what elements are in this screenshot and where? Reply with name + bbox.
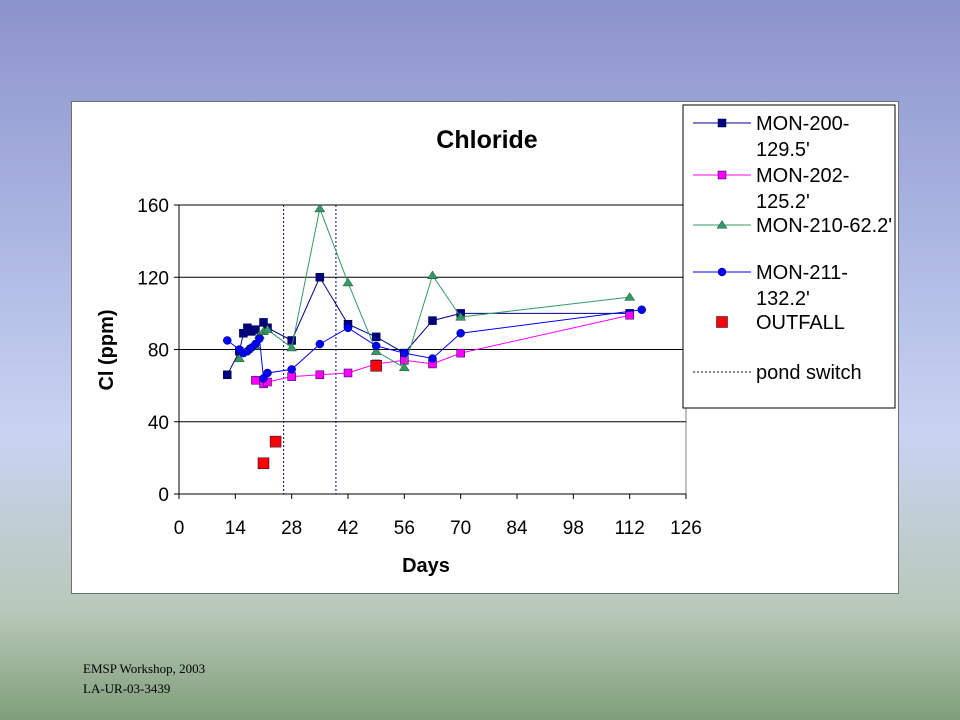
series-4-point (428, 354, 437, 363)
series-2-point (343, 368, 353, 378)
x-tick-label: 56 (394, 518, 415, 539)
x-tick-label: 42 (337, 518, 358, 539)
legend-label: 129.5' (756, 139, 810, 161)
x-tick-label: 70 (450, 518, 471, 539)
series-3-point (286, 342, 298, 352)
series-3-point (427, 270, 438, 279)
series-2-point (287, 372, 296, 381)
series-5-point (269, 435, 282, 448)
y-axis-title: Cl (ppm) (96, 309, 118, 390)
series-3-point (398, 362, 410, 372)
x-tick-label: 84 (506, 518, 528, 539)
series-3-point (370, 346, 382, 355)
legend-label: MON-211- (756, 262, 848, 284)
series-1-point (251, 325, 260, 334)
legend-marker (717, 170, 727, 180)
x-tick-label: 28 (281, 518, 302, 539)
legend-label: 132.2' (756, 288, 810, 310)
legend-label: MON-200- (756, 113, 849, 135)
x-axis-title: Days (402, 555, 450, 577)
series-3-point (624, 292, 636, 301)
series-1-point (223, 370, 232, 380)
legend-marker (717, 267, 727, 277)
series-3-point (262, 324, 273, 334)
legend-label: MON-202- (756, 165, 849, 187)
series-4-point (263, 368, 272, 378)
series-3-line (239, 206, 630, 369)
series-4-point (343, 323, 353, 333)
series-5-point (257, 457, 270, 470)
series-4-point (223, 336, 232, 345)
legend-marker (716, 220, 728, 229)
series-3-point (342, 277, 354, 287)
series-3-point (314, 203, 326, 213)
legend-label: OUTFALL (756, 312, 845, 334)
x-tick-label: 14 (225, 518, 247, 539)
y-tick-label: 40 (148, 413, 169, 434)
series-4-point (456, 328, 465, 338)
y-tick-label: 160 (137, 196, 169, 217)
series-4-point (371, 341, 381, 351)
series-4-point (255, 334, 264, 343)
chart-panel: 0 40 80 120 160 0 14 28 42 56 70 84 98 112 126 Chloride… (71, 101, 899, 594)
series-2-point (625, 310, 634, 320)
series-1-point (371, 332, 381, 342)
y-tick-label: 0 (158, 485, 169, 506)
chart-title: Chloride (436, 126, 537, 154)
legend-marker (717, 118, 727, 128)
series-1-point (315, 273, 325, 282)
chloride-chart: 0 40 80 120 160 0 14 28 42 56 70 84 98 112 126 Chloride… (96, 104, 896, 577)
series-4-point (400, 348, 409, 358)
legend-marker (716, 316, 728, 328)
series-5-point (370, 360, 382, 372)
series-2-point (456, 348, 465, 358)
series-1-point (428, 316, 437, 325)
series-4-point (637, 305, 646, 315)
x-tick-label: 126 (670, 518, 702, 539)
series-2-point (315, 370, 325, 380)
series-4-point (315, 339, 325, 349)
footer-workshop: EMSP Workshop, 2003 (83, 661, 206, 676)
y-tick-label: 80 (148, 341, 169, 362)
legend-label: pond switch (756, 362, 862, 384)
x-tick-label: 0 (174, 518, 185, 539)
legend-box (682, 104, 896, 409)
x-tick-label: 112 (615, 518, 645, 539)
series-3-point (233, 353, 245, 363)
series-2-point (251, 375, 260, 385)
series-3-point (455, 312, 467, 321)
series-4-point (287, 365, 296, 374)
legend-label: 125.2' (756, 191, 810, 213)
x-tick-label: 98 (563, 518, 584, 539)
legend-label: MON-210-62.2' (756, 215, 892, 237)
footer-report-number: LA-UR-03-3439 (83, 681, 171, 696)
y-tick-label: 120 (137, 268, 169, 289)
